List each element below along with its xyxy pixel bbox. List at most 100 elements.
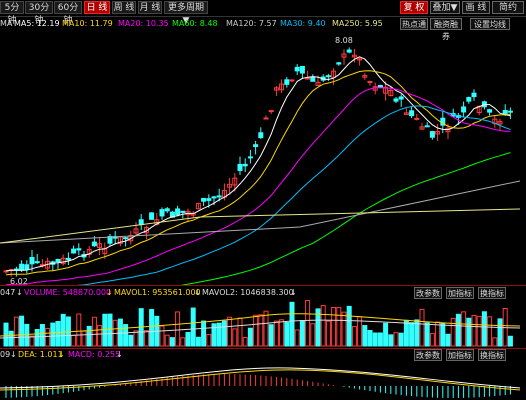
- candlestick: [393, 98, 399, 102]
- volume-value: VOLUME: 548870.000: [24, 288, 112, 297]
- volume-bar: [185, 332, 191, 347]
- candlestick: [403, 112, 409, 115]
- macd-add-indicator-button[interactable]: 加指标: [446, 349, 474, 361]
- volume-bar: [60, 313, 66, 347]
- volume-bar: [471, 314, 477, 347]
- draw-line-button[interactable]: 画 线: [462, 1, 490, 14]
- simple-mode-button[interactable]: 简约: [492, 1, 524, 14]
- volume-bar: [487, 316, 493, 347]
- margin-trading-button[interactable]: 融资融券: [430, 18, 462, 41]
- candlestick: [175, 208, 181, 216]
- volume-chart[interactable]: [0, 300, 526, 348]
- volume-bar: [86, 325, 92, 347]
- ma250-value: MA250: 5.95: [332, 19, 383, 28]
- candlestick: [91, 241, 97, 247]
- volume-bar: [466, 317, 472, 347]
- dea-value: DEA: 1.011: [18, 350, 63, 359]
- ma250-line: [0, 208, 521, 244]
- candlestick: [232, 177, 238, 186]
- volume-bar: [71, 334, 77, 347]
- candlestick: [237, 163, 243, 171]
- volume-bar: [398, 332, 404, 347]
- ma10-line: [5, 70, 511, 276]
- volume-bar: [336, 307, 342, 347]
- candlestick: [123, 237, 129, 240]
- tab-more-periods[interactable]: 更多周期▼: [164, 1, 208, 26]
- candlestick: [71, 248, 77, 254]
- candlestick: [3, 270, 9, 273]
- tab-weekly[interactable]: 周 线: [112, 1, 136, 14]
- candlestick: [263, 117, 269, 120]
- volume-bar: [107, 313, 113, 347]
- candlestick: [377, 84, 383, 88]
- candlestick: [133, 228, 139, 234]
- candlestick: [409, 110, 415, 117]
- candlestick: [419, 126, 425, 130]
- volume-bar: [351, 326, 357, 347]
- candlestick: [507, 110, 513, 113]
- volume-bar: [310, 323, 316, 347]
- macd-change-params-button[interactable]: 改参数: [414, 349, 442, 361]
- candlestick: [398, 96, 404, 100]
- restore-rights-button[interactable]: 复 权: [400, 1, 428, 14]
- period-tab-bar: 5分钟 30分钟 60分钟 日 线 周 线 月 线 更多周期▼ 复 权 叠加▼ …: [0, 0, 526, 26]
- volume-bar: [279, 319, 285, 347]
- candlestick: [273, 87, 279, 91]
- hot-news-button[interactable]: 热点通: [400, 18, 428, 30]
- tab-60min[interactable]: 60分钟: [54, 1, 82, 26]
- candlestick: [383, 86, 389, 94]
- volume-bar: [507, 335, 513, 347]
- ma30-line: [77, 105, 511, 285]
- overlay-dropdown[interactable]: 叠加▼: [430, 1, 460, 14]
- volume-bar: [367, 329, 373, 347]
- candlestick: [471, 92, 477, 98]
- volume-bar: [299, 320, 305, 347]
- candlestick: [414, 117, 420, 120]
- candlestick: [294, 66, 300, 72]
- candlestick: [466, 97, 472, 102]
- volume-bar: [455, 313, 461, 347]
- volume-bar: [372, 332, 378, 347]
- volume-bar: [143, 330, 149, 347]
- volume-switch-indicator-button[interactable]: 换指标: [478, 287, 506, 299]
- macd-chart[interactable]: [0, 362, 526, 400]
- candlestick: [435, 131, 441, 135]
- candlestick: [289, 79, 295, 82]
- moving-average-legend: MA MA5: 12.19 MA10: 11.79 MA20: 10.35 MA…: [0, 17, 526, 30]
- candlestick: [60, 257, 66, 265]
- tab-daily[interactable]: 日 线: [84, 1, 110, 14]
- macd-switch-indicator-button[interactable]: 换指标: [478, 349, 506, 361]
- tab-monthly[interactable]: 月 线: [138, 1, 162, 14]
- volume-bar: [227, 316, 233, 347]
- candlestick: [138, 219, 144, 226]
- mavol1-line: [0, 313, 521, 337]
- volume-bar: [216, 322, 222, 347]
- volume-bar: [29, 335, 35, 347]
- volume-bar: [450, 317, 456, 347]
- tab-5min[interactable]: 5分钟: [0, 1, 24, 26]
- volume-change-params-button[interactable]: 改参数: [414, 287, 442, 299]
- ma-settings-button[interactable]: 设置均线: [470, 18, 510, 30]
- volume-bar: [315, 308, 321, 347]
- ma5-value: MA5: 12.19: [14, 19, 60, 28]
- macd-value: MACD: 0.255: [68, 350, 121, 359]
- volume-bar: [180, 337, 186, 347]
- tab-30min[interactable]: 30分钟: [25, 1, 53, 26]
- candlestick: [180, 210, 186, 213]
- macd-left-value: 09: [0, 350, 11, 359]
- volume-bar: [45, 327, 51, 347]
- volume-bar: [133, 330, 139, 347]
- candlestick: [65, 257, 71, 261]
- candlestick: [149, 212, 155, 220]
- candlestick: [242, 163, 248, 167]
- volume-bar: [76, 313, 82, 347]
- volume-bar: [253, 314, 259, 347]
- candlestick: [55, 258, 61, 263]
- volume-add-indicator-button[interactable]: 加指标: [446, 287, 474, 299]
- volume-legend: 047 ↓ VOLUME: 548870.000 ↓ MAVOL1: 95356…: [0, 287, 526, 299]
- candlestick-chart[interactable]: 8.08 6.02: [0, 31, 526, 285]
- candlestick: [253, 144, 259, 148]
- volume-bar: [461, 311, 467, 347]
- volume-bar: [159, 325, 165, 347]
- volume-bar: [55, 321, 61, 347]
